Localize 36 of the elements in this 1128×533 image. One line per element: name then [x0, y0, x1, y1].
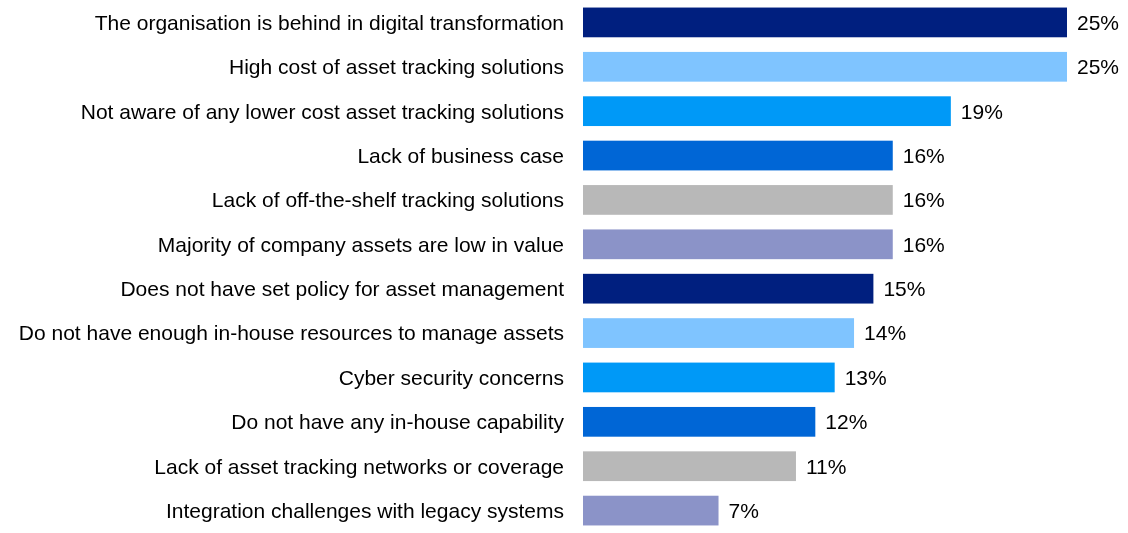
- bar: [583, 495, 719, 526]
- y-tick-label: Do not have enough in-house resources to manage assets: [18, 321, 564, 345]
- data-label: 25%: [1077, 10, 1120, 34]
- y-tick-label: Do not have any in-house capability: [231, 410, 565, 434]
- data-label: 11%: [805, 454, 847, 478]
- data-label: 16%: [902, 143, 945, 167]
- bar: [583, 51, 1067, 82]
- data-label: 12%: [825, 410, 868, 434]
- data-label: 15%: [883, 277, 926, 301]
- data-label: 25%: [1077, 55, 1120, 79]
- data-label: 7%: [728, 498, 759, 522]
- y-tick-label: The organisation is behind in digital transformation: [94, 10, 564, 34]
- bar: [583, 229, 893, 260]
- y-tick-label: Lack of off-the-shelf tracking solutions: [211, 188, 564, 212]
- data-label: 19%: [960, 99, 1003, 123]
- bar: [583, 7, 1067, 38]
- y-tick-label: Not aware of any lower cost asset tracking solutions: [80, 99, 564, 123]
- bar: [583, 96, 951, 127]
- data-label: 13%: [844, 365, 887, 389]
- y-tick-label: High cost of asset tracking solutions: [229, 55, 564, 79]
- data-label: 16%: [902, 232, 945, 256]
- data-label: 16%: [902, 188, 945, 212]
- bar: [583, 362, 835, 393]
- bar: [583, 273, 874, 304]
- y-tick-label: Majority of company assets are low in value: [157, 232, 564, 256]
- bar: [583, 318, 855, 348]
- data-label: 14%: [864, 321, 907, 345]
- y-tick-label: Cyber security concerns: [338, 365, 564, 389]
- y-tick-label: Does not have set policy for asset management: [120, 277, 565, 301]
- bar: [583, 185, 893, 215]
- y-tick-label: Lack of business case: [357, 143, 564, 167]
- bar: [583, 451, 796, 482]
- y-tick-label: Integration challenges with legacy systems: [165, 498, 564, 522]
- y-tick-label: Lack of asset tracking networks or coverage: [154, 454, 564, 478]
- bar: [583, 406, 816, 437]
- bar: [583, 140, 893, 171]
